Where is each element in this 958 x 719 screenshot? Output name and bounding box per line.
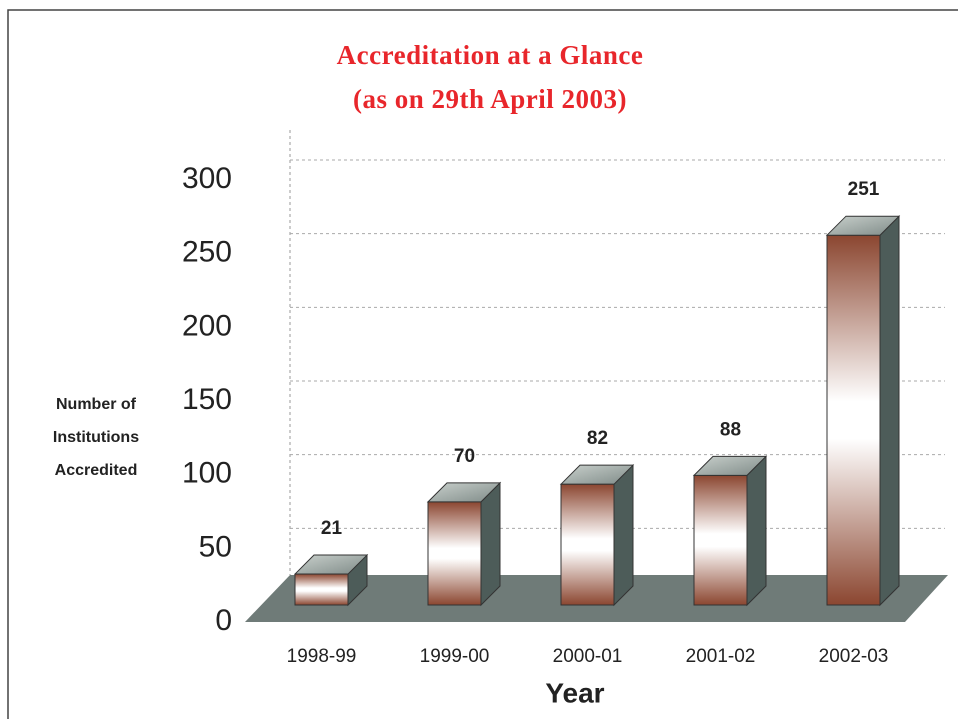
bar bbox=[825, 214, 901, 607]
value-label: 70 bbox=[454, 446, 475, 467]
bar-front bbox=[427, 501, 482, 606]
bar-top bbox=[426, 482, 502, 503]
bar bbox=[293, 553, 369, 607]
bar-top bbox=[825, 215, 901, 236]
y-tick-label: 150 bbox=[182, 383, 232, 416]
x-axis-label: Year bbox=[545, 677, 604, 708]
value-label: 251 bbox=[848, 179, 880, 200]
value-label: 82 bbox=[587, 428, 608, 449]
value-label: 21 bbox=[321, 518, 343, 539]
x-tick-label: 2000-01 bbox=[553, 646, 623, 667]
bar-front bbox=[560, 483, 615, 606]
bar bbox=[426, 481, 502, 607]
bar-front bbox=[693, 474, 748, 606]
bar-side bbox=[879, 214, 900, 607]
frame bbox=[7, 9, 958, 719]
chart-subtitle: (as on 29th April 2003) bbox=[353, 84, 627, 114]
bar-top bbox=[692, 455, 768, 476]
value-label: 88 bbox=[720, 419, 741, 440]
y-axis-label: Number of bbox=[56, 396, 137, 413]
bar-front bbox=[826, 234, 881, 606]
bar-side bbox=[480, 481, 501, 607]
x-tick-label: 2002-03 bbox=[819, 646, 889, 667]
bar bbox=[559, 463, 635, 607]
bar-top bbox=[293, 554, 369, 575]
x-tick-label: 1999-00 bbox=[420, 646, 490, 667]
bar-side bbox=[613, 463, 634, 607]
y-tick-label: 100 bbox=[182, 457, 232, 490]
bar-top bbox=[559, 464, 635, 485]
y-tick-label: 250 bbox=[182, 236, 232, 269]
y-tick-label: 0 bbox=[215, 604, 232, 637]
x-tick-label: 2001-02 bbox=[686, 646, 756, 667]
y-tick-label: 200 bbox=[182, 309, 232, 342]
bar-front bbox=[294, 573, 349, 606]
y-tick-label: 300 bbox=[182, 162, 232, 195]
bar-side bbox=[746, 455, 767, 607]
x-tick-label: 1998-99 bbox=[287, 646, 357, 667]
y-axis-label: Accredited bbox=[55, 462, 138, 479]
bar bbox=[692, 455, 768, 607]
y-tick-label: 50 bbox=[199, 530, 232, 563]
chart-title: Accreditation at a Glance bbox=[337, 40, 644, 70]
y-axis-label: Institutions bbox=[53, 429, 139, 446]
